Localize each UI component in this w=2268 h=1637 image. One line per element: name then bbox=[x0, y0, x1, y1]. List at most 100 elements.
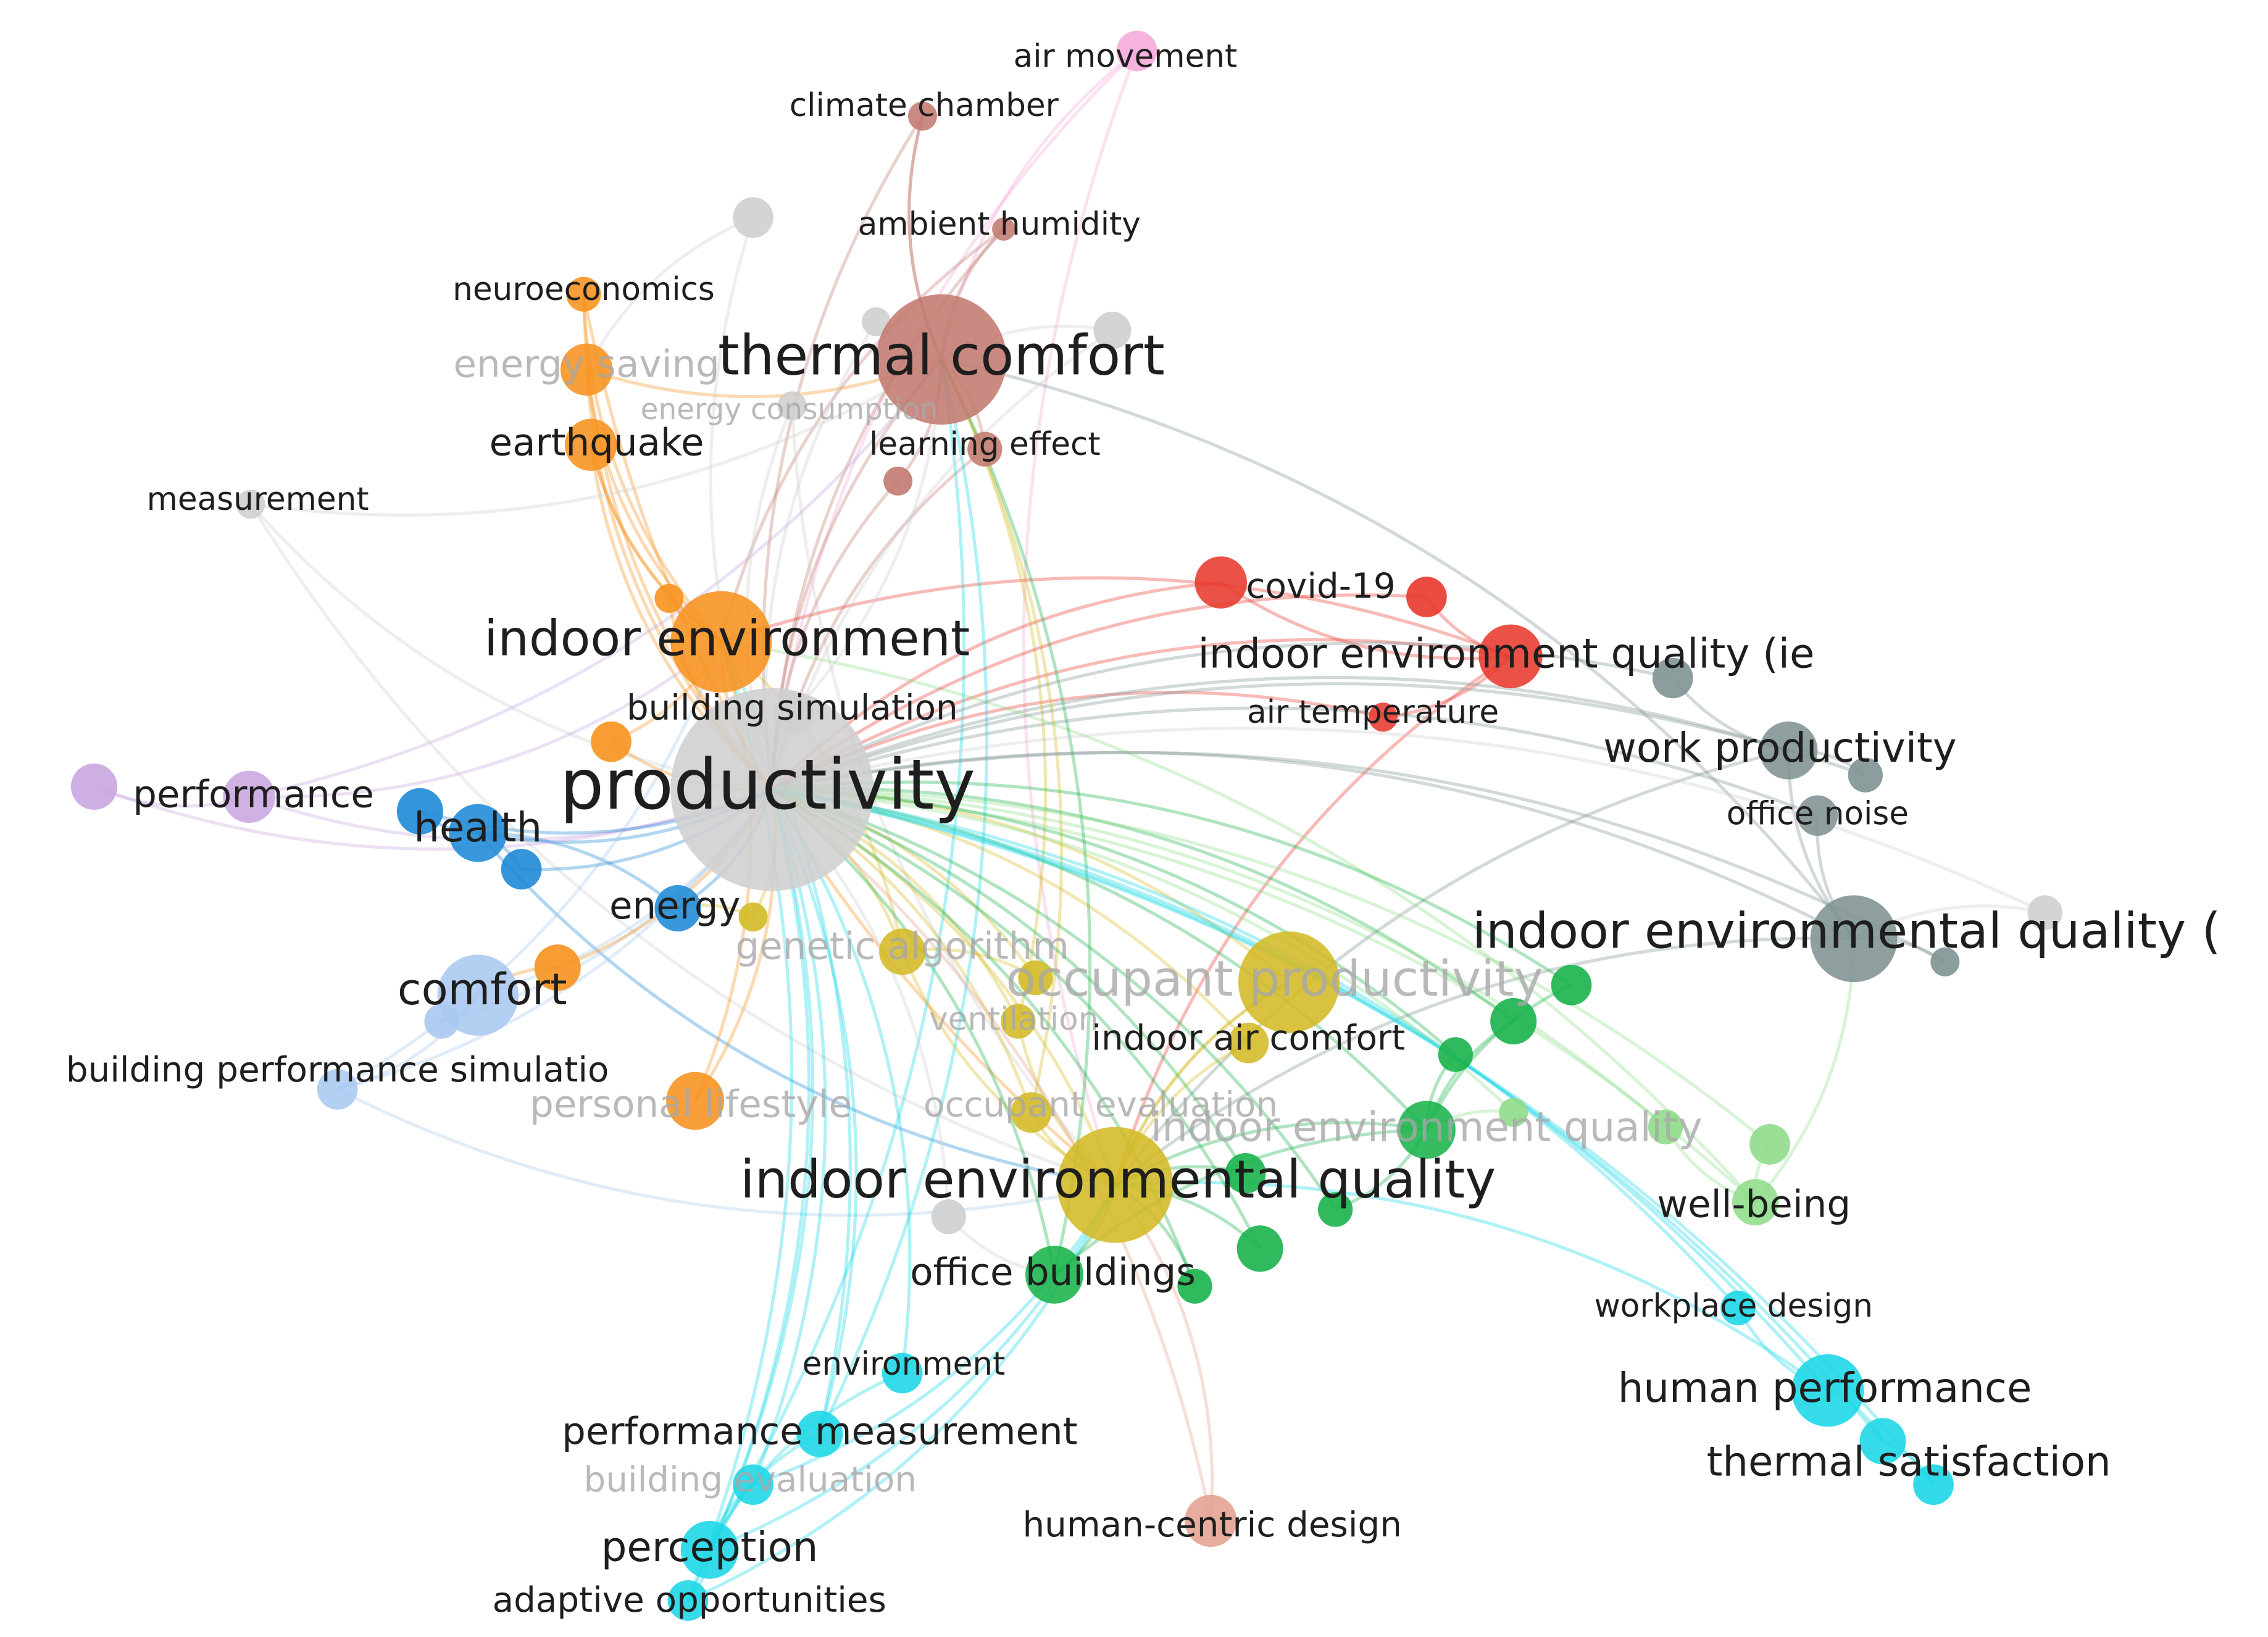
node-label: workplace design bbox=[1595, 1288, 1873, 1325]
node-label: building simulation bbox=[627, 688, 958, 728]
node bbox=[1238, 931, 1340, 1033]
node-label: ventilation bbox=[929, 1001, 1098, 1038]
edge bbox=[708, 1372, 903, 1551]
node bbox=[667, 1580, 709, 1621]
node-label: office noise bbox=[1727, 795, 1909, 832]
node-label: human performance bbox=[1618, 1365, 2032, 1412]
node bbox=[1810, 895, 1898, 983]
node bbox=[908, 101, 937, 131]
node-label: comfort bbox=[398, 964, 567, 1015]
node-label: performance measurement bbox=[562, 1410, 1077, 1454]
node bbox=[1093, 311, 1132, 349]
node-label: indoor environment quality (ie bbox=[1198, 630, 1814, 677]
node bbox=[1001, 1004, 1036, 1039]
node-label: productivity bbox=[560, 744, 975, 825]
node bbox=[876, 294, 1007, 425]
node bbox=[1652, 657, 1693, 699]
node-label: indoor environment quality bbox=[1151, 1104, 1703, 1151]
node bbox=[931, 1199, 966, 1235]
node bbox=[1551, 964, 1592, 1006]
edge bbox=[771, 751, 1946, 964]
node bbox=[680, 1520, 739, 1579]
node-label: office buildings bbox=[910, 1251, 1196, 1294]
node bbox=[1025, 1246, 1083, 1304]
node bbox=[2027, 895, 2062, 930]
node-label: performance bbox=[133, 772, 374, 816]
edge bbox=[720, 640, 1757, 1204]
edge bbox=[772, 788, 1667, 1128]
node bbox=[70, 763, 118, 810]
node-label: environment bbox=[803, 1346, 1006, 1383]
node bbox=[1369, 702, 1398, 732]
node bbox=[882, 1352, 923, 1394]
node bbox=[777, 391, 807, 420]
node bbox=[236, 489, 265, 519]
node-label: neuroeconomics bbox=[452, 271, 715, 308]
node bbox=[1732, 1179, 1779, 1226]
edge bbox=[477, 831, 1115, 1187]
node-label: earthquake bbox=[490, 420, 704, 464]
edge bbox=[1114, 936, 1854, 1186]
node-label: genetic algorithm bbox=[735, 925, 1069, 968]
edge bbox=[1220, 581, 1511, 660]
edge bbox=[1022, 50, 1139, 1186]
node bbox=[1317, 1192, 1353, 1227]
node bbox=[738, 902, 768, 931]
edge bbox=[751, 789, 827, 1486]
edge bbox=[772, 788, 1457, 1056]
edge bbox=[772, 788, 1515, 1114]
node-label: health bbox=[414, 804, 542, 851]
edge bbox=[770, 593, 1427, 791]
node bbox=[1478, 624, 1543, 688]
node bbox=[654, 583, 684, 613]
node bbox=[992, 217, 1015, 241]
node bbox=[861, 307, 891, 336]
node-label: work productivity bbox=[1603, 725, 1957, 772]
edge bbox=[250, 358, 943, 517]
node bbox=[1236, 1225, 1283, 1272]
edge bbox=[708, 359, 966, 1551]
node bbox=[449, 804, 507, 862]
node-label: building evaluation bbox=[584, 1460, 917, 1500]
edge bbox=[771, 706, 1819, 817]
node-label: well-being bbox=[1657, 1182, 1851, 1226]
node bbox=[1057, 1127, 1174, 1243]
edge bbox=[941, 357, 1856, 940]
node bbox=[534, 944, 581, 991]
node bbox=[1490, 998, 1537, 1044]
edge bbox=[772, 788, 1428, 1131]
node bbox=[1116, 30, 1157, 72]
node-label: indoor environmental quality ( bbox=[1472, 902, 2221, 960]
edge bbox=[940, 359, 1092, 1275]
node-label: building performance simulatio bbox=[66, 1050, 609, 1090]
node bbox=[1194, 556, 1247, 609]
node-label: air movement bbox=[1014, 38, 1238, 75]
edge bbox=[249, 503, 1116, 1187]
node bbox=[1859, 1418, 1906, 1465]
node bbox=[591, 721, 632, 762]
node bbox=[1406, 577, 1447, 617]
node bbox=[1397, 1101, 1456, 1159]
node-label: indoor environment bbox=[484, 610, 970, 667]
node bbox=[967, 431, 1003, 467]
node bbox=[223, 770, 275, 823]
edge bbox=[336, 1088, 1116, 1217]
edge bbox=[772, 788, 1829, 1392]
node bbox=[796, 1410, 843, 1457]
node bbox=[566, 277, 601, 312]
node bbox=[666, 1072, 725, 1130]
node bbox=[1225, 1152, 1266, 1194]
node bbox=[560, 343, 613, 396]
edge bbox=[585, 215, 754, 370]
node bbox=[564, 419, 617, 471]
edge bbox=[771, 638, 1511, 791]
edge bbox=[719, 228, 1005, 643]
edge bbox=[940, 359, 1064, 1113]
node-label: measurement bbox=[147, 481, 369, 518]
edge bbox=[248, 358, 943, 799]
node bbox=[1018, 960, 1053, 996]
node-label: indoor environmental quality bbox=[740, 1149, 1496, 1210]
edge bbox=[478, 831, 679, 910]
